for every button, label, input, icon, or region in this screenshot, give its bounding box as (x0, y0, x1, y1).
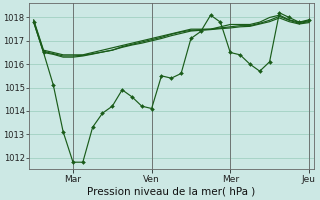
X-axis label: Pression niveau de la mer( hPa ): Pression niveau de la mer( hPa ) (87, 187, 255, 197)
